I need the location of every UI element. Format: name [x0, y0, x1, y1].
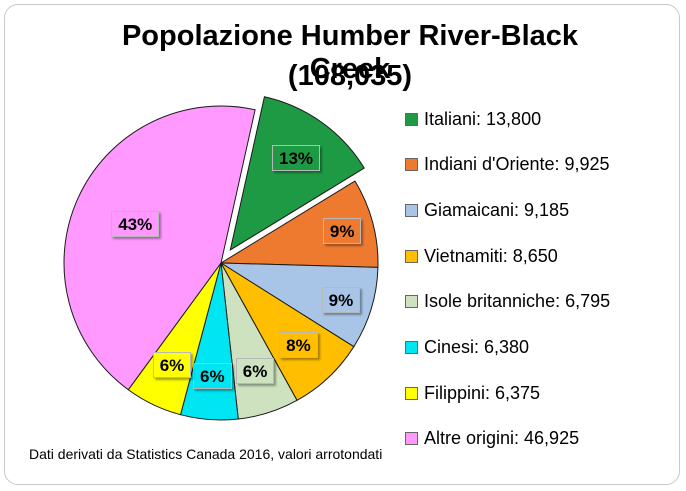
legend-label: Vietnamiti: 8,650	[424, 245, 558, 266]
percent-label-cinesi: 6%	[193, 362, 232, 389]
percent-label-filippini: 6%	[152, 351, 192, 378]
legend-swatch	[405, 386, 418, 400]
legend-swatch	[405, 112, 418, 126]
legend-item-vietnamiti: Vietnamiti: 8,650	[405, 243, 558, 269]
percent-label-isole-britanniche: 6%	[235, 357, 275, 384]
legend-item-italiani: Italiani: 13,800	[405, 106, 541, 132]
pie-slice-italiani	[229, 96, 365, 252]
legend-swatch	[405, 295, 418, 309]
legend-swatch	[405, 341, 418, 354]
chart-subtitle: (108,035)	[287, 60, 413, 92]
chart-title: Popolazione Humber River-Black Creek	[121, 20, 579, 85]
percent-label-vietnamiti: 8%	[279, 332, 318, 359]
percent-label-altre-origini: 43%	[111, 211, 160, 238]
pie-slice-altre-origini	[63, 105, 256, 391]
legend-label: Indiani d'Oriente: 9,925	[424, 154, 610, 175]
percent-label-italiani: 13%	[272, 145, 321, 171]
legend-label: Cinesi: 6,380	[424, 337, 530, 357]
legend-swatch	[405, 158, 418, 172]
legend-item-altre-origini: Altre origini: 46,925	[405, 426, 579, 452]
legend-item-giamaicani: Giamaicani: 9,185	[405, 197, 569, 223]
pie-slice-giamaicani	[219, 262, 379, 348]
legend-item-isole-britanniche: Isole britanniche: 6,795	[405, 289, 610, 315]
legend-item-indiani-d-oriente: Indiani d'Oriente: 9,925	[405, 152, 610, 178]
legend-label: Altre origini: 46,925	[424, 428, 580, 449]
legend-swatch	[405, 203, 418, 217]
legend-item-cinesi: Cinesi: 6,380	[405, 335, 529, 361]
legend-label: Italiani: 13,800	[424, 108, 542, 129]
legend-item-filippini: Filippini: 6,375	[405, 380, 540, 406]
percent-label-indiani-d-oriente: 9%	[322, 217, 362, 244]
legend-label: Isole britanniche: 6,795	[424, 291, 611, 312]
legend-label: Giamaicani: 9,185	[424, 199, 570, 220]
footnote: Dati derivati da Statistics Canada 2016,…	[29, 446, 383, 462]
legend-swatch	[405, 249, 418, 263]
percent-label-giamaicani: 9%	[321, 286, 361, 313]
legend-swatch	[405, 432, 418, 446]
pie-slice-indiani-d-oriente	[219, 180, 379, 268]
legend-label: Filippini: 6,375	[424, 382, 541, 403]
